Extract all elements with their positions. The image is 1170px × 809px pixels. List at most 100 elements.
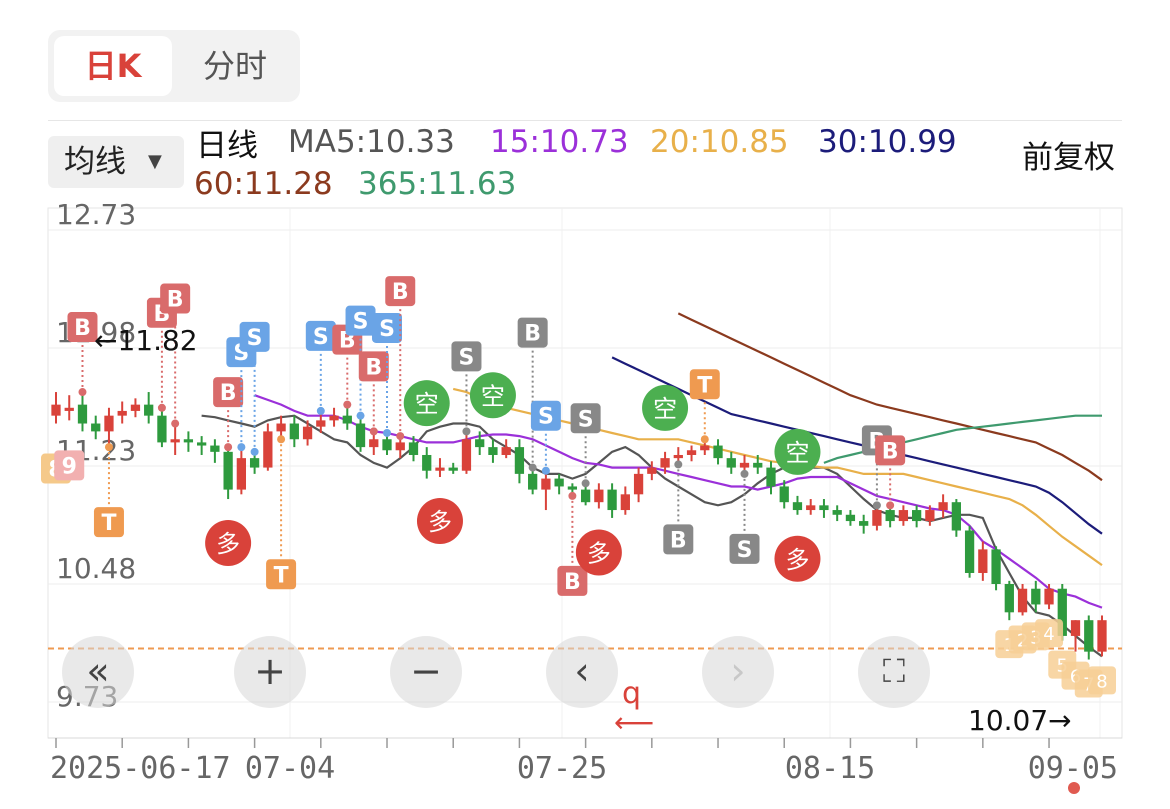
candle-body bbox=[964, 530, 975, 573]
marker-dot bbox=[157, 403, 166, 412]
candle-body bbox=[157, 415, 167, 443]
high-price-label: ←11.82 bbox=[94, 324, 198, 357]
signal-bubble bbox=[416, 498, 463, 545]
candle-body bbox=[501, 447, 511, 455]
trade-marker bbox=[451, 341, 482, 372]
chevron-down-icon: ▼ bbox=[148, 151, 162, 172]
ma-line-3 bbox=[611, 356, 1103, 535]
marker-dot bbox=[224, 443, 233, 452]
trade-marker-label: S bbox=[247, 326, 263, 351]
candle-body bbox=[792, 502, 803, 511]
candle-body bbox=[859, 521, 869, 526]
candle-body bbox=[686, 450, 697, 455]
rewind-button[interactable]: « bbox=[62, 636, 134, 708]
signal-bubble bbox=[469, 372, 516, 419]
trade-marker bbox=[54, 450, 85, 481]
indicator-selector[interactable]: 均线 ▼ bbox=[48, 136, 184, 188]
header-divider bbox=[48, 120, 1122, 121]
signal-label: 多 bbox=[587, 539, 611, 567]
trade-marker-label: B bbox=[564, 570, 581, 595]
candle-body bbox=[51, 404, 61, 416]
trade-marker bbox=[67, 312, 98, 343]
period-tabs: 日K 分时 bbox=[48, 30, 300, 102]
tab-day-k[interactable]: 日K bbox=[54, 36, 172, 96]
candle-body bbox=[408, 442, 419, 455]
prev-button[interactable]: ‹ bbox=[546, 636, 618, 708]
candle-body bbox=[978, 549, 988, 573]
marker-dot bbox=[541, 466, 550, 475]
candle-body bbox=[779, 486, 789, 503]
candle-body bbox=[1004, 584, 1014, 613]
count-badge bbox=[1088, 666, 1116, 695]
candle-body bbox=[660, 458, 670, 468]
trade-marker-label: S bbox=[737, 538, 753, 563]
marker-dot bbox=[396, 432, 405, 441]
zoom-in-button[interactable]: + bbox=[234, 636, 306, 708]
candle-body bbox=[64, 407, 74, 411]
x-tick-label: 09-05 bbox=[1028, 751, 1118, 786]
signal-bubble bbox=[575, 529, 622, 576]
trade-marker bbox=[517, 317, 548, 348]
candle-body bbox=[885, 510, 895, 522]
fullscreen-button[interactable]: ⛶ bbox=[858, 636, 930, 708]
candle-body bbox=[395, 442, 405, 451]
trade-marker-label: B bbox=[220, 381, 237, 406]
candle-body bbox=[925, 510, 935, 522]
marker-dot bbox=[383, 428, 392, 437]
candle-body bbox=[514, 447, 525, 474]
candle-body bbox=[580, 489, 591, 503]
candle-body bbox=[1017, 588, 1028, 613]
candle-body bbox=[249, 458, 260, 468]
legend-ma5: MA5:10.33 bbox=[288, 124, 455, 160]
trade-marker-label: S bbox=[578, 407, 594, 432]
signal-label: 空 bbox=[785, 439, 809, 467]
candle-body bbox=[263, 431, 273, 468]
trade-marker bbox=[305, 320, 336, 351]
signal-bubble bbox=[205, 520, 252, 567]
candle-body bbox=[448, 467, 458, 471]
candle-body bbox=[673, 454, 683, 459]
x-tick-label: 08-15 bbox=[785, 751, 875, 786]
trade-marker-label: B bbox=[74, 316, 91, 341]
candle-body bbox=[726, 458, 736, 468]
candle-body bbox=[620, 494, 630, 511]
adjust-mode[interactable]: 前复权 bbox=[1022, 140, 1115, 176]
candle-body bbox=[938, 502, 948, 511]
candle-body bbox=[911, 510, 922, 522]
trade-marker bbox=[93, 507, 124, 538]
q-marker: q bbox=[622, 676, 642, 711]
trade-marker bbox=[729, 533, 760, 564]
candle-body bbox=[1097, 620, 1107, 652]
arrow-left-icon: ⟵ bbox=[614, 706, 655, 739]
signal-label: 多 bbox=[428, 508, 452, 536]
candle-body bbox=[951, 502, 961, 531]
marker-dot bbox=[369, 427, 378, 436]
legend-ma30: 30:10.99 bbox=[818, 124, 957, 160]
candle-body bbox=[806, 505, 816, 511]
last-price-label: 10.07→ bbox=[968, 704, 1072, 737]
candle-body bbox=[647, 467, 657, 474]
trade-marker bbox=[530, 400, 561, 431]
candle-body bbox=[819, 505, 829, 511]
candle-body bbox=[872, 510, 882, 526]
count-badge-label: 8 bbox=[1096, 671, 1107, 692]
signal-label: 多 bbox=[785, 546, 809, 574]
candle-body bbox=[461, 439, 472, 471]
candle-body bbox=[845, 514, 856, 522]
trade-marker bbox=[239, 321, 270, 352]
candle-body bbox=[355, 423, 366, 448]
legend-ma365: 365:11.63 bbox=[358, 166, 517, 202]
next-button[interactable]: › bbox=[702, 636, 774, 708]
candle-body bbox=[753, 462, 763, 468]
candle-body bbox=[435, 467, 445, 471]
marker-dot bbox=[356, 411, 365, 420]
candle-body bbox=[302, 426, 313, 440]
tab-intraday[interactable]: 分时 bbox=[202, 47, 267, 85]
legend-ma20: 20:10.85 bbox=[650, 124, 789, 160]
marker-dot bbox=[237, 443, 246, 452]
legend-ma15: 15:10.73 bbox=[490, 124, 629, 160]
ma-line-4 bbox=[677, 312, 1103, 482]
legend-ma60: 60:11.28 bbox=[194, 166, 333, 202]
zoom-out-button[interactable]: − bbox=[390, 636, 462, 708]
